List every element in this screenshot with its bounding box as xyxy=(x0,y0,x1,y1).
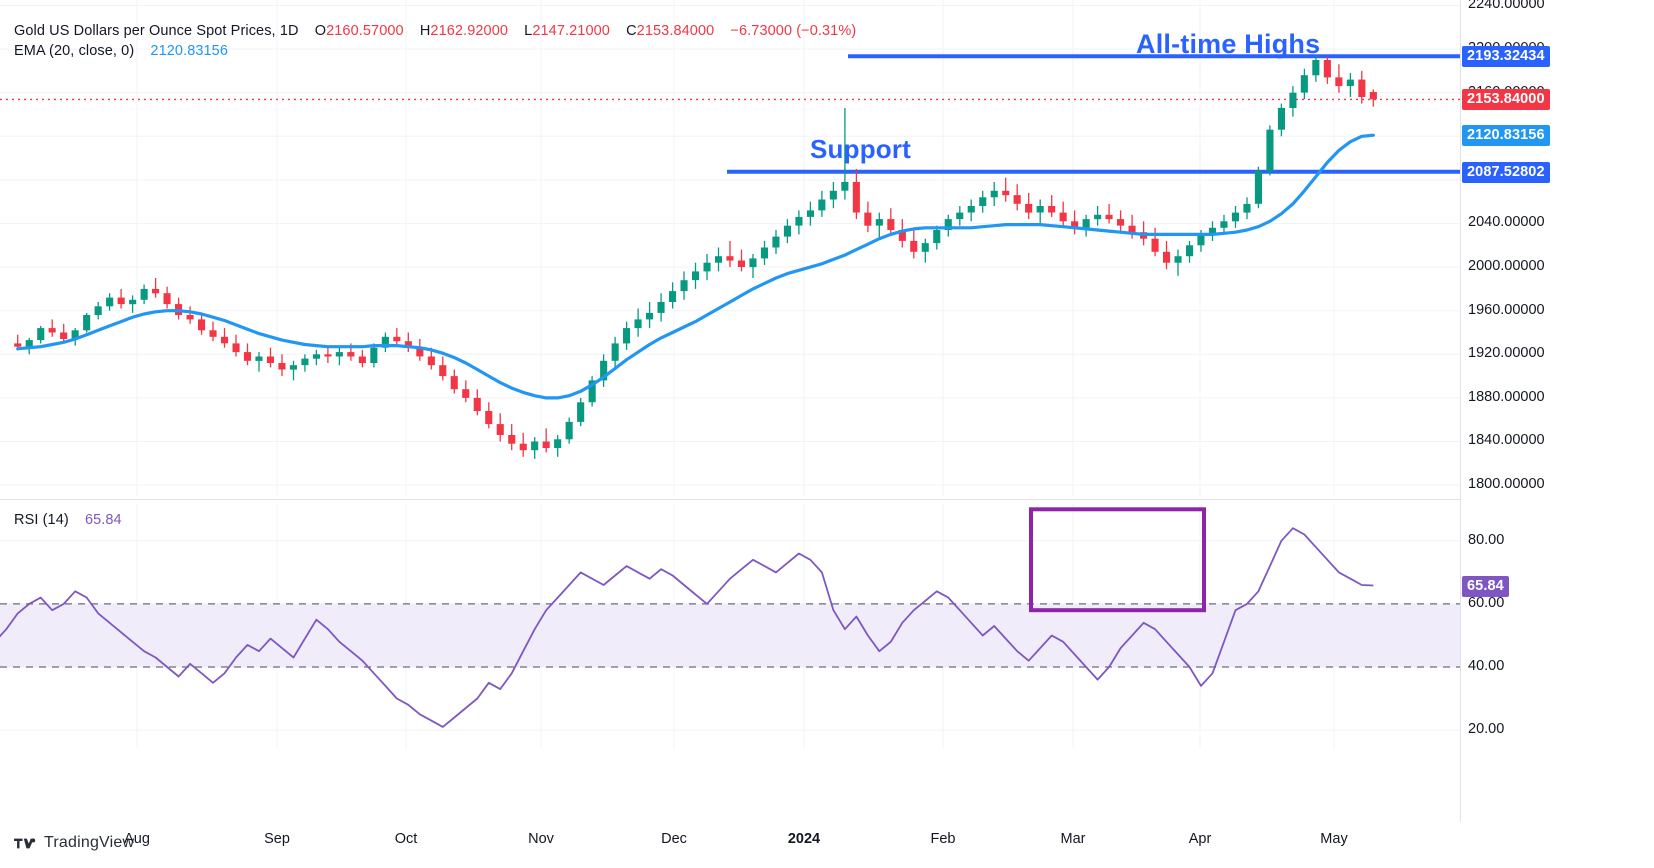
support-level-badge[interactable]: 2087.52802 xyxy=(1462,161,1550,183)
time-label: Dec xyxy=(661,831,687,847)
tradingview-brand-text: TradingView xyxy=(44,834,135,851)
ema-label: EMA (20, close, 0) xyxy=(14,43,135,59)
rsi-label: RSI (14) xyxy=(14,512,69,528)
annotation-support[interactable]: Support xyxy=(810,134,912,164)
change-value: −6.73000 (−0.31%) xyxy=(730,23,857,39)
time-label: Mar xyxy=(1060,831,1086,847)
ema-legend-value: 2120.83156 xyxy=(150,43,229,59)
time-label: May xyxy=(1320,831,1348,847)
price-tick: 1800.00000 xyxy=(1468,476,1545,493)
rsi-tick: 20.00 xyxy=(1468,721,1505,738)
price-tick: 1840.00000 xyxy=(1468,432,1545,449)
rsi-plot xyxy=(0,503,1460,749)
price-scale-divider xyxy=(1460,0,1461,822)
price-tick: 2040.00000 xyxy=(1468,214,1545,231)
resistance-level-badge[interactable]: 2193.32434 xyxy=(1462,46,1550,68)
time-label: Aug xyxy=(124,831,150,847)
ohlc-h-label: H xyxy=(419,23,431,39)
price-plot xyxy=(0,0,1460,496)
symbol-title[interactable]: Gold US Dollars per Ounce Spot Prices, 1… xyxy=(14,23,299,39)
tradingview-logo-icon xyxy=(14,837,36,848)
rsi-legend[interactable]: RSI (14) 65.84 xyxy=(14,512,122,528)
ohlc-o-value: 2160.57000 xyxy=(326,23,404,39)
rsi-tick: 60.00 xyxy=(1468,594,1505,611)
time-label: Sep xyxy=(264,831,290,847)
rsi-tick: 80.00 xyxy=(1468,531,1505,548)
price-pane[interactable] xyxy=(0,0,1460,496)
ohlc-l-label: L xyxy=(524,23,533,39)
rsi-value-badge[interactable]: 65.84 xyxy=(1462,575,1509,597)
price-tick: 1880.00000 xyxy=(1468,388,1545,405)
pane-divider xyxy=(0,499,1654,500)
last-price-badge[interactable]: 2153.84000 xyxy=(1462,89,1550,111)
time-label: Apr xyxy=(1188,831,1212,847)
rsi-tick: 40.00 xyxy=(1468,658,1505,674)
ohlc-o-label: O xyxy=(314,23,327,39)
time-label: Feb xyxy=(930,831,956,847)
price-scale[interactable]: 2240.000002200.000002160.000002120.00000… xyxy=(1460,0,1654,822)
ema-legend[interactable]: EMA (20, close, 0) 2120.83156 xyxy=(14,43,228,59)
time-scale[interactable]: Aug Sep Oct Nov Dec 2024 Feb Mar Apr May xyxy=(0,822,1654,868)
ohlc-l-value: 2147.21000 xyxy=(532,23,610,39)
price-tick: 2000.00000 xyxy=(1468,258,1545,275)
main-legend[interactable]: Gold US Dollars per Ounce Spot Prices, 1… xyxy=(14,23,856,39)
ohlc-h-value: 2162.92000 xyxy=(430,23,509,39)
tradingview-watermark[interactable]: TradingView xyxy=(14,834,134,852)
rsi-pane[interactable] xyxy=(0,503,1460,749)
price-tick: 1960.00000 xyxy=(1468,301,1545,318)
rsi-legend-value: 65.84 xyxy=(84,512,122,528)
time-label: Nov xyxy=(528,831,554,847)
price-tick: 2240.00000 xyxy=(1468,0,1545,13)
annotation-all-time-highs[interactable]: All-time Highs xyxy=(1136,29,1321,59)
time-label: 2024 xyxy=(787,831,821,847)
ohlc-c-value: 2153.84000 xyxy=(636,23,715,39)
price-tick: 1920.00000 xyxy=(1468,345,1545,362)
time-label: Oct xyxy=(394,831,418,847)
ohlc-c-label: C xyxy=(626,23,637,39)
ema-value-badge[interactable]: 2120.83156 xyxy=(1462,125,1550,147)
